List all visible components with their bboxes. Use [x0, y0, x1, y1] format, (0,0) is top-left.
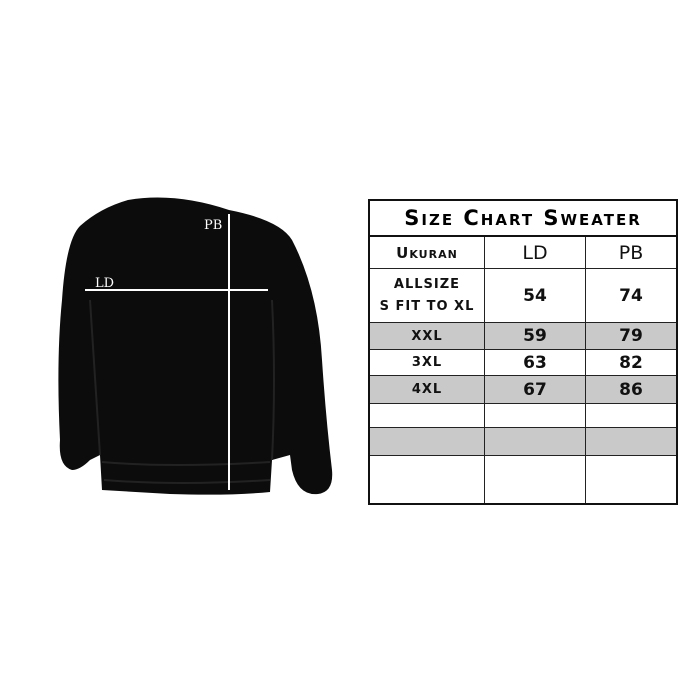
pb-cell: 79	[619, 326, 643, 346]
table-row: XXL 59 79	[370, 323, 676, 350]
empty-cell	[485, 456, 586, 503]
table-title: Size Chart Sweater	[370, 201, 676, 237]
header-cell: Ukuran	[370, 237, 485, 268]
ld-label: LD	[95, 276, 114, 291]
header-cell: LD	[485, 237, 586, 268]
table-row: 4XL 67 86	[370, 376, 676, 404]
empty-row	[370, 428, 676, 456]
empty-row	[370, 456, 676, 503]
ld-cell: 67	[485, 376, 586, 403]
table-row: ALLSIZE S FIT TO XL 54 74	[370, 269, 676, 323]
size-table: Size Chart Sweater Ukuran LD PB ALLSIZE …	[368, 199, 678, 505]
empty-cell	[370, 456, 485, 503]
empty-cell	[586, 404, 676, 427]
ld-cell: 59	[485, 323, 586, 349]
size-line: S FIT TO XL	[379, 298, 475, 314]
empty-cell	[485, 428, 586, 455]
empty-cell	[370, 404, 485, 427]
pb-cell: 82	[619, 352, 643, 373]
header-row: Ukuran LD PB	[370, 237, 676, 269]
sweater	[58, 197, 333, 495]
sweater-image: PB LD	[58, 197, 333, 495]
size-cell: 3XL	[370, 350, 485, 375]
empty-cell	[370, 428, 485, 455]
empty-cell	[586, 456, 676, 503]
size-cell: XXL	[370, 323, 485, 349]
ld-cell: 54	[485, 269, 586, 322]
empty-cell	[586, 428, 676, 455]
size-line: ALLSIZE	[393, 276, 461, 292]
pb-label: PB	[204, 218, 222, 233]
size-cell: 4XL	[370, 376, 485, 403]
empty-cell	[485, 404, 586, 427]
header-cell: PB	[618, 241, 644, 264]
empty-row	[370, 404, 676, 428]
size-cell: ALLSIZE S FIT TO XL	[370, 269, 485, 322]
pb-cell: 86	[619, 379, 643, 400]
table-row: 3XL 63 82	[370, 350, 676, 376]
sweater-fold	[89, 299, 275, 484]
pb-cell: 74	[619, 285, 643, 306]
ld-cell: 63	[485, 350, 586, 375]
